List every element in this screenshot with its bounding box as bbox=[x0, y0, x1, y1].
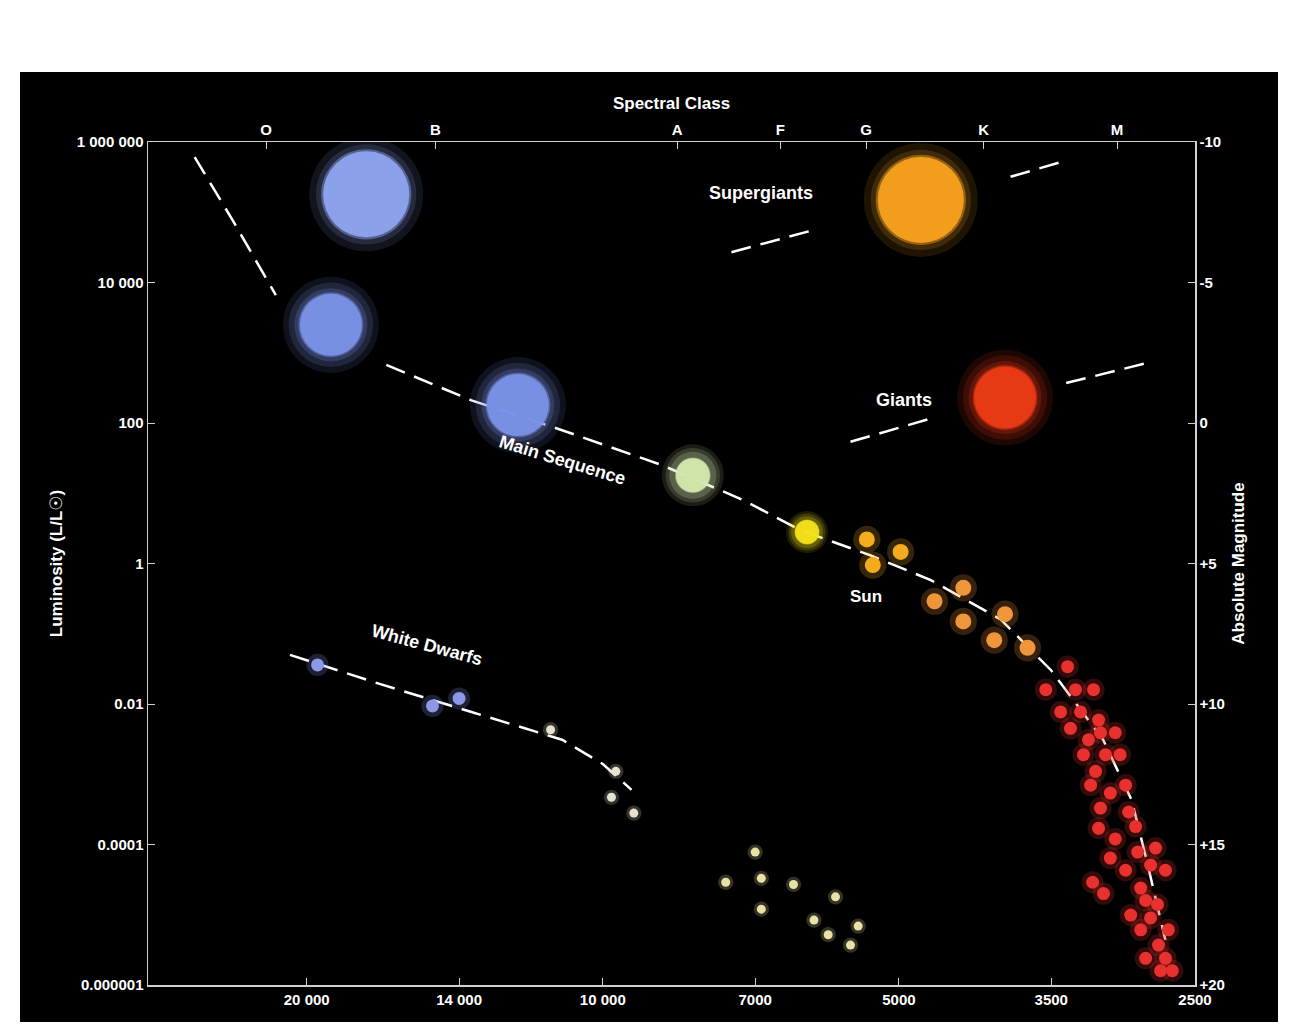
svg-text:0.0001: 0.0001 bbox=[98, 836, 144, 853]
svg-text:G: G bbox=[860, 121, 872, 138]
svg-text:Main Sequence: Main Sequence bbox=[497, 431, 628, 488]
svg-text:5000: 5000 bbox=[882, 991, 915, 1008]
svg-text:Supergiants: Supergiants bbox=[709, 183, 813, 203]
svg-text:2500: 2500 bbox=[1178, 991, 1211, 1008]
svg-text:M: M bbox=[1111, 121, 1124, 138]
svg-text:0: 0 bbox=[1200, 414, 1208, 431]
svg-text:F: F bbox=[776, 121, 785, 138]
svg-text:Giants: Giants bbox=[876, 390, 932, 410]
svg-text:+20: +20 bbox=[1200, 976, 1225, 993]
svg-text:0.01: 0.01 bbox=[114, 695, 143, 712]
svg-text:Luminosity (L/L☉): Luminosity (L/L☉) bbox=[47, 490, 66, 637]
svg-text:Spectral Class: Spectral Class bbox=[613, 94, 730, 113]
svg-text:K: K bbox=[978, 121, 989, 138]
svg-text:10 000: 10 000 bbox=[98, 274, 144, 291]
svg-text:+5: +5 bbox=[1200, 555, 1217, 572]
svg-text:+10: +10 bbox=[1200, 695, 1225, 712]
svg-text:Sun: Sun bbox=[850, 587, 882, 606]
svg-text:-10: -10 bbox=[1200, 133, 1222, 150]
svg-text:14 000: 14 000 bbox=[436, 991, 482, 1008]
svg-text:-5: -5 bbox=[1200, 274, 1213, 291]
svg-text:+15: +15 bbox=[1200, 836, 1225, 853]
svg-text:0.000001: 0.000001 bbox=[81, 976, 144, 993]
svg-text:7000: 7000 bbox=[738, 991, 771, 1008]
svg-text:O: O bbox=[260, 121, 272, 138]
svg-text:B: B bbox=[430, 121, 441, 138]
svg-text:A: A bbox=[672, 121, 683, 138]
svg-text:10 000: 10 000 bbox=[580, 991, 626, 1008]
svg-text:1 000 000: 1 000 000 bbox=[77, 133, 144, 150]
svg-text:100: 100 bbox=[118, 414, 143, 431]
svg-text:20 000: 20 000 bbox=[284, 991, 330, 1008]
svg-text:3500: 3500 bbox=[1035, 991, 1068, 1008]
svg-text:Absolute Magnitude: Absolute Magnitude bbox=[1229, 482, 1248, 644]
svg-text:White Dwarfs: White Dwarfs bbox=[369, 621, 484, 670]
svg-text:1: 1 bbox=[135, 555, 143, 572]
